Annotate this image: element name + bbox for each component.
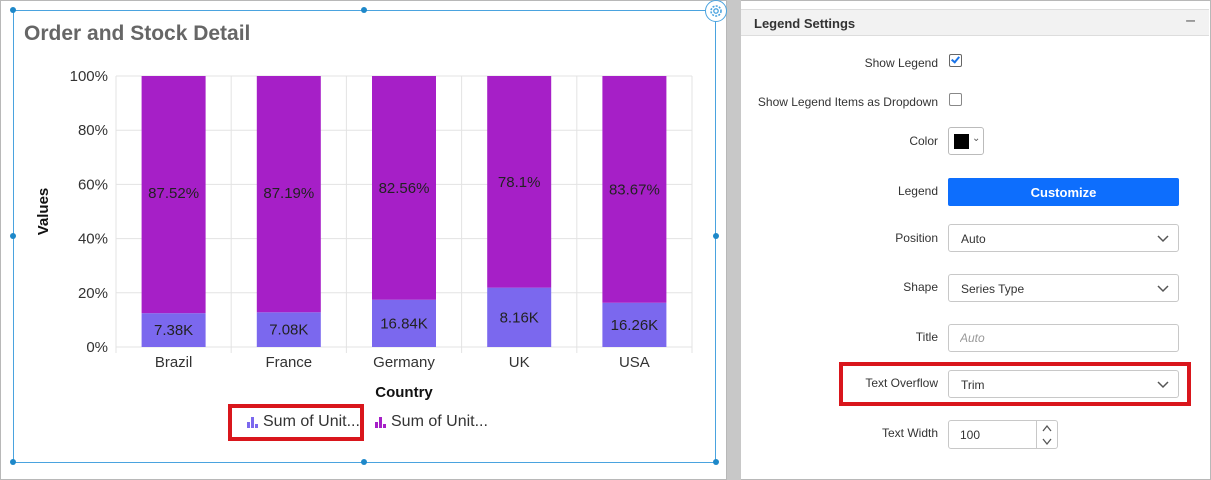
text-width-value: 100 — [960, 428, 981, 442]
resize-handle-left[interactable] — [10, 233, 16, 239]
gear-icon[interactable] — [705, 0, 727, 22]
resize-handle-bottom-right[interactable] — [713, 459, 719, 465]
legend-item-1[interactable]: Sum of Unit... — [247, 413, 360, 431]
data-label: 8.16K — [500, 309, 539, 326]
y-axis-title: Values — [35, 188, 52, 236]
legend-label: Legend — [897, 184, 938, 198]
properties-panel: Legend Settings – Show Legend Show Legen… — [741, 0, 1211, 480]
text-overflow-select[interactable]: Trim — [948, 370, 1179, 398]
show-legend-checkbox[interactable] — [949, 54, 962, 67]
legend-highlight — [228, 404, 364, 441]
title-label: Title — [915, 330, 938, 344]
y-tick-label: 20% — [78, 285, 108, 302]
chevron-up-icon[interactable] — [1040, 423, 1054, 434]
chevron-down-icon[interactable] — [1040, 436, 1054, 447]
data-label: 16.26K — [611, 317, 659, 334]
legend-item-label: Sum of Unit... — [391, 413, 488, 430]
dropdown-legend-checkbox[interactable] — [949, 93, 962, 106]
color-label: Color — [909, 134, 938, 148]
bar-series-icon — [375, 416, 387, 428]
text-overflow-value: Trim — [961, 378, 985, 392]
show-legend-label: Show Legend — [864, 56, 938, 70]
data-label: 87.52% — [148, 185, 199, 202]
bar-uk-series-2 — [487, 76, 552, 288]
shape-value: Series Type — [961, 282, 1025, 296]
bar-series-icon — [247, 416, 259, 428]
y-tick-label: 100% — [70, 68, 108, 85]
bar-brazil-series-2 — [141, 76, 206, 314]
data-label: 78.1% — [498, 174, 541, 191]
x-tick-label: Brazil — [155, 354, 193, 371]
chevron-down-icon — [1157, 285, 1169, 293]
x-tick-label: USA — [619, 354, 650, 371]
data-label: 16.84K — [380, 315, 428, 332]
resize-handle-top-left[interactable] — [10, 7, 16, 13]
bar-france-series-2 — [256, 76, 321, 313]
legend-item-label: Sum of Unit... — [263, 413, 360, 430]
text-width-stepper[interactable]: 100 — [948, 420, 1058, 449]
customize-button[interactable]: Customize — [948, 178, 1179, 206]
chevron-down-icon — [1157, 235, 1169, 243]
position-value: Auto — [961, 232, 986, 246]
x-tick-label: France — [265, 354, 312, 371]
data-label: 7.08K — [269, 322, 308, 339]
bar-germany-series-2 — [372, 76, 436, 300]
bar-germany-series-1 — [372, 299, 436, 347]
bar-france-series-1 — [256, 312, 321, 347]
title-field[interactable] — [948, 324, 1179, 352]
y-tick-label: 40% — [78, 231, 108, 248]
chart-title: Order and Stock Detail — [24, 22, 251, 45]
resize-handle-top[interactable] — [361, 7, 367, 13]
x-axis-title: Country — [375, 384, 433, 401]
panel-splitter[interactable] — [727, 0, 741, 480]
bar-usa-series-1 — [602, 302, 667, 347]
chevron-down-icon: ⌄ — [972, 133, 981, 144]
section-title: Legend Settings — [754, 16, 856, 31]
legend-settings-header[interactable]: Legend Settings – — [741, 9, 1209, 36]
data-label: 83.67% — [609, 181, 660, 198]
data-label: 7.38K — [154, 322, 193, 339]
resize-handle-right[interactable] — [713, 233, 719, 239]
shape-label: Shape — [903, 280, 938, 294]
bar-uk-series-1 — [487, 287, 552, 347]
bar-brazil-series-1 — [141, 313, 206, 347]
chevron-down-icon — [1157, 381, 1169, 389]
x-tick-label: UK — [509, 354, 530, 371]
stepper-divider — [1036, 421, 1037, 448]
legend-item-2[interactable]: Sum of Unit... — [375, 413, 488, 431]
title-input[interactable] — [960, 331, 1160, 345]
shape-select[interactable]: Series Type — [948, 274, 1179, 302]
resize-handle-bottom[interactable] — [361, 459, 367, 465]
color-picker[interactable]: ⌄ — [948, 127, 984, 155]
check-icon — [951, 54, 960, 64]
data-label: 82.56% — [379, 180, 430, 197]
chart-plot: 0% 20% 40% 60% 80% 100% 7.38K 87.52% Brazil 7.08K… — [35, 68, 693, 401]
data-label: 87.19% — [263, 185, 314, 202]
text-overflow-label: Text Overflow — [865, 376, 938, 390]
y-tick-label: 60% — [78, 176, 108, 193]
text-overflow-highlight — [839, 362, 1191, 406]
resize-handle-bottom-left[interactable] — [10, 459, 16, 465]
y-tick-label: 80% — [78, 122, 108, 139]
y-tick-label: 0% — [86, 339, 108, 356]
position-label: Position — [895, 231, 938, 245]
dropdown-legend-label: Show Legend Items as Dropdown — [757, 95, 938, 109]
color-swatch — [954, 134, 969, 149]
bar-usa-series-2 — [602, 76, 667, 303]
position-select[interactable]: Auto — [948, 224, 1179, 252]
x-tick-label: Germany — [373, 354, 435, 371]
text-width-label: Text Width — [881, 426, 938, 440]
collapse-icon[interactable]: – — [1186, 12, 1195, 29]
